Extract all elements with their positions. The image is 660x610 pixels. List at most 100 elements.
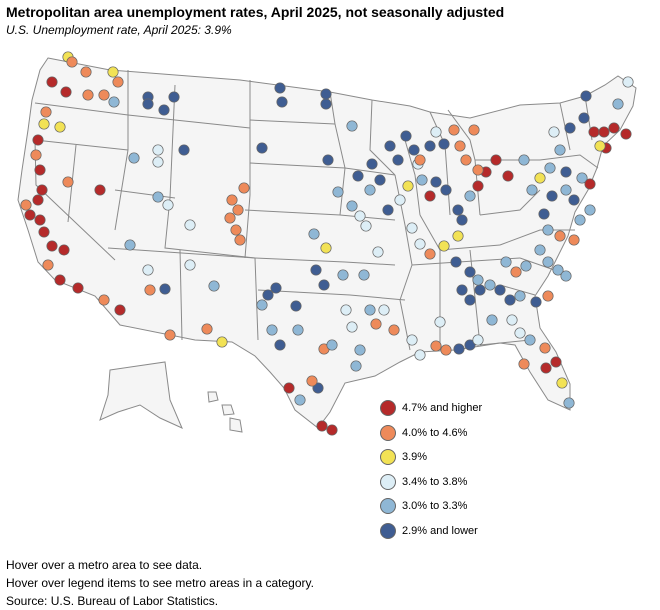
metro-area-dot[interactable] — [320, 98, 332, 110]
metro-area-dot[interactable] — [320, 88, 332, 100]
metro-area-dot[interactable] — [518, 154, 530, 166]
metro-area-dot[interactable] — [378, 304, 390, 316]
metro-area-dot[interactable] — [34, 164, 46, 176]
metro-area-dot[interactable] — [144, 284, 156, 296]
metro-area-dot[interactable] — [400, 130, 412, 142]
metro-area-dot[interactable] — [98, 89, 110, 101]
metro-area-dot[interactable] — [506, 314, 518, 326]
metro-area-dot[interactable] — [450, 256, 462, 268]
metro-area-dot[interactable] — [354, 210, 366, 222]
metro-area-dot[interactable] — [598, 126, 610, 138]
metro-area-dot[interactable] — [502, 170, 514, 182]
metro-area-dot[interactable] — [230, 224, 242, 236]
metro-area-dot[interactable] — [224, 212, 236, 224]
metro-area-dot[interactable] — [80, 66, 92, 78]
metro-area-dot[interactable] — [514, 327, 526, 339]
metro-area-dot[interactable] — [460, 154, 472, 166]
metro-area-dot[interactable] — [332, 186, 344, 198]
metro-area-dot[interactable] — [406, 334, 418, 346]
metro-area-dot[interactable] — [622, 76, 634, 88]
metro-area-dot[interactable] — [414, 154, 426, 166]
metro-area-dot[interactable] — [520, 260, 532, 272]
metro-area-dot[interactable] — [360, 220, 372, 232]
metro-area-dot[interactable] — [464, 294, 476, 306]
metro-area-dot[interactable] — [142, 98, 154, 110]
metro-area-dot[interactable] — [54, 274, 66, 286]
metro-area-dot[interactable] — [98, 294, 110, 306]
metro-area-dot[interactable] — [588, 126, 600, 138]
metro-area-dot[interactable] — [564, 122, 576, 134]
metro-area-dot[interactable] — [308, 228, 320, 240]
metro-area-dot[interactable] — [152, 156, 164, 168]
metro-area-dot[interactable] — [580, 90, 592, 102]
metro-area-dot[interactable] — [346, 200, 358, 212]
metro-area-dot[interactable] — [320, 242, 332, 254]
metro-area-dot[interactable] — [382, 204, 394, 216]
metro-area-dot[interactable] — [568, 234, 580, 246]
metro-area-dot[interactable] — [500, 256, 512, 268]
metro-area-dot[interactable] — [560, 166, 572, 178]
metro-area-dot[interactable] — [152, 144, 164, 156]
metro-area-dot[interactable] — [438, 240, 450, 252]
metro-area-dot[interactable] — [440, 344, 452, 356]
metro-area-dot[interactable] — [370, 318, 382, 330]
metro-area-dot[interactable] — [530, 296, 542, 308]
metro-area-dot[interactable] — [576, 172, 588, 184]
metro-area-dot[interactable] — [542, 256, 554, 268]
metro-area-dot[interactable] — [464, 190, 476, 202]
metro-area-dot[interactable] — [456, 214, 468, 226]
metro-area-dot[interactable] — [472, 334, 484, 346]
metro-area-dot[interactable] — [162, 199, 174, 211]
metro-area-dot[interactable] — [464, 266, 476, 278]
metro-area-dot[interactable] — [384, 140, 396, 152]
metro-area-dot[interactable] — [352, 170, 364, 182]
metro-area-dot[interactable] — [430, 340, 442, 352]
metro-area-dot[interactable] — [38, 226, 50, 238]
metro-area-dot[interactable] — [346, 120, 358, 132]
metro-area-dot[interactable] — [364, 304, 376, 316]
metro-area-dot[interactable] — [66, 56, 78, 68]
metro-area-dot[interactable] — [394, 194, 406, 206]
metro-area-dot[interactable] — [504, 294, 516, 306]
metro-area-dot[interactable] — [30, 149, 42, 161]
metro-area-dot[interactable] — [542, 224, 554, 236]
metro-area-dot[interactable] — [546, 190, 558, 202]
metro-area-dot[interactable] — [226, 194, 238, 206]
metro-area-dot[interactable] — [552, 264, 564, 276]
metro-area-dot[interactable] — [142, 264, 154, 276]
metro-area-dot[interactable] — [20, 199, 32, 211]
metro-area-dot[interactable] — [484, 279, 496, 291]
metro-area-dot[interactable] — [350, 360, 362, 372]
metro-area-dot[interactable] — [416, 174, 428, 186]
metro-area-dot[interactable] — [108, 96, 120, 108]
metro-area-dot[interactable] — [60, 86, 72, 98]
metro-area-dot[interactable] — [42, 259, 54, 271]
metro-area-dot[interactable] — [424, 248, 436, 260]
metro-area-dot[interactable] — [538, 208, 550, 220]
metro-area-dot[interactable] — [486, 314, 498, 326]
metro-area-dot[interactable] — [256, 142, 268, 154]
metro-area-dot[interactable] — [276, 96, 288, 108]
metro-area-dot[interactable] — [554, 144, 566, 156]
metro-area-dot[interactable] — [424, 190, 436, 202]
metro-area-dot[interactable] — [54, 121, 66, 133]
metro-area-dot[interactable] — [548, 126, 560, 138]
metro-area-dot[interactable] — [526, 184, 538, 196]
metro-area-dot[interactable] — [107, 66, 119, 78]
metro-area-dot[interactable] — [274, 82, 286, 94]
metro-area-dot[interactable] — [62, 176, 74, 188]
metro-area-dot[interactable] — [164, 329, 176, 341]
metro-area-dot[interactable] — [340, 304, 352, 316]
metro-area-dot[interactable] — [494, 284, 506, 296]
metro-area-dot[interactable] — [326, 424, 338, 436]
metro-area-dot[interactable] — [539, 342, 551, 354]
metro-area-dot[interactable] — [124, 239, 136, 251]
metro-area-dot[interactable] — [208, 280, 220, 292]
metro-area-dot[interactable] — [318, 279, 330, 291]
metro-area-dot[interactable] — [620, 128, 632, 140]
metro-area-dot[interactable] — [159, 283, 171, 295]
legend-item-3-0-to-3-3[interactable]: 3.0% to 3.3% — [380, 494, 530, 519]
metro-area-dot[interactable] — [472, 274, 484, 286]
metro-area-dot[interactable] — [453, 343, 465, 355]
metro-area-dot[interactable] — [544, 162, 556, 174]
